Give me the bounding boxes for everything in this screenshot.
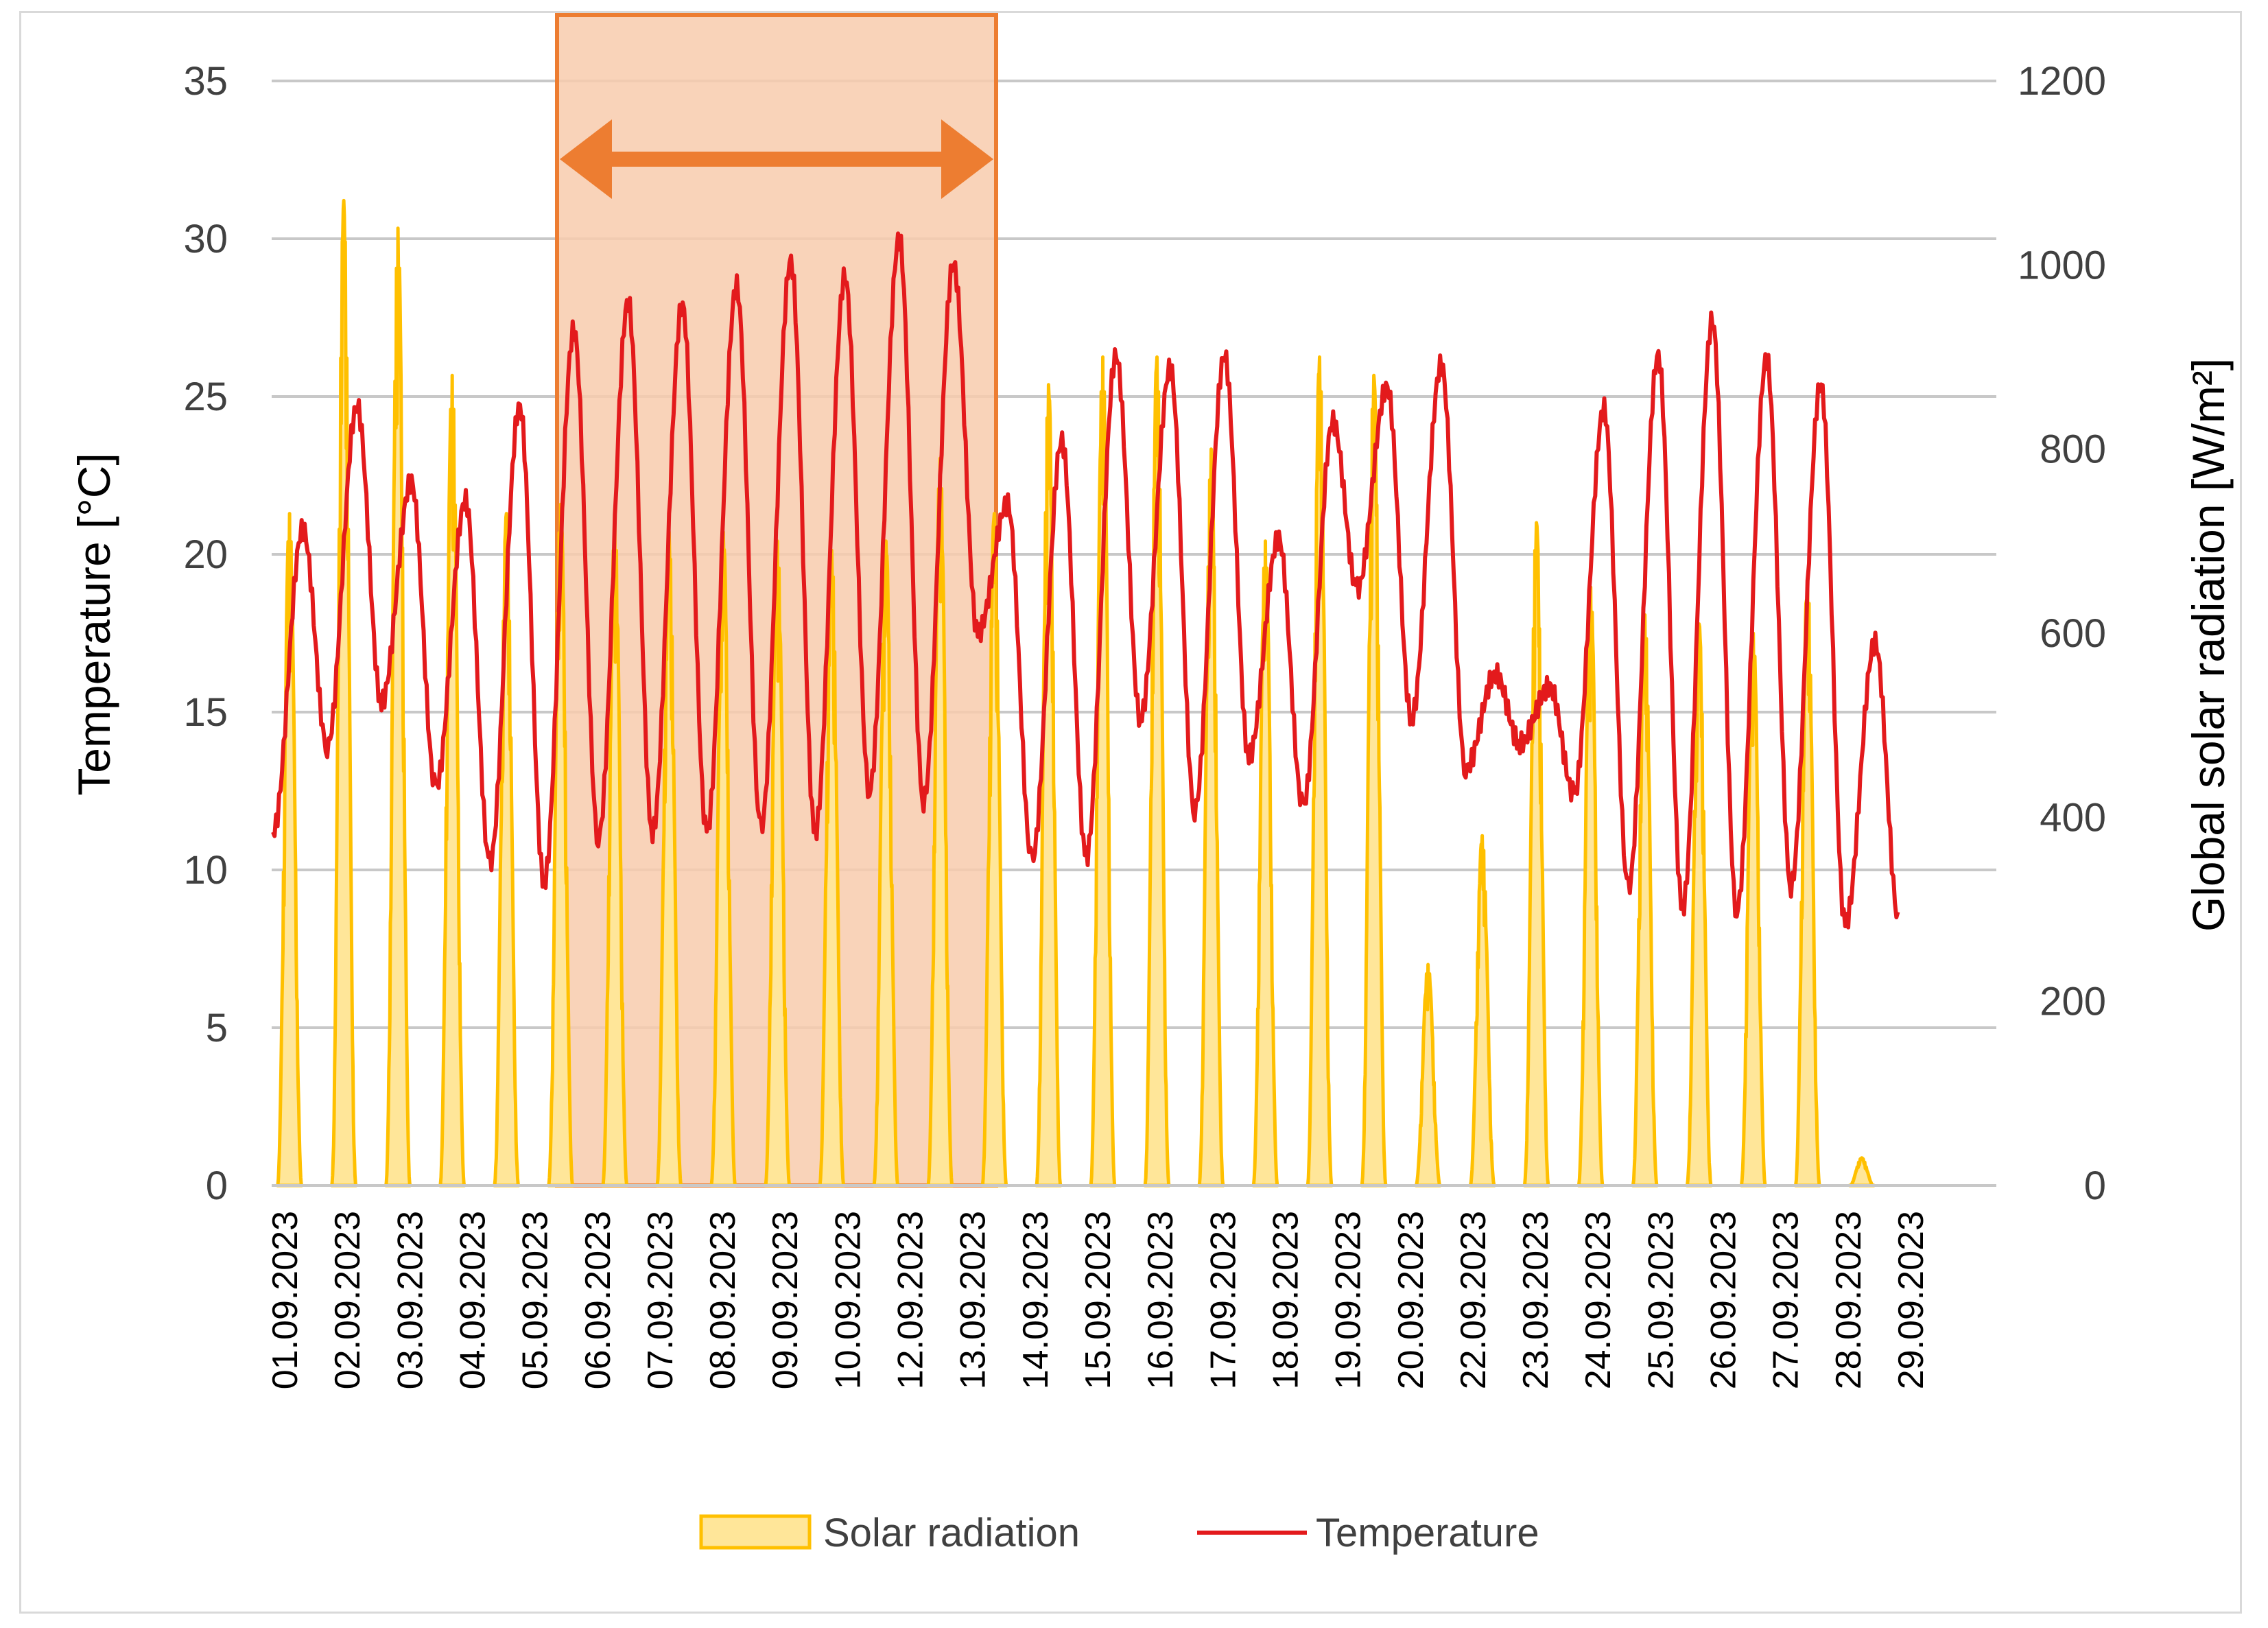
solar-day-2 (329, 198, 358, 1188)
solar-day-1 (275, 512, 304, 1188)
x-tick-26.09.2023: 26.09.2023 (1704, 1211, 1744, 1389)
y-right-tick-400: 400 (2040, 795, 2106, 840)
chart-frame (19, 11, 2242, 1614)
x-tick-13.09.2023: 13.09.2023 (954, 1211, 993, 1389)
solar-day-12 (872, 539, 900, 1188)
x-tick-01.09.2023: 01.09.2023 (265, 1211, 305, 1389)
solar-day-3 (383, 226, 412, 1188)
x-tick-20.09.2023: 20.09.2023 (1391, 1211, 1431, 1389)
solar-day-19 (1251, 539, 1279, 1188)
solar-day-5 (492, 512, 521, 1188)
x-tick-16.09.2023: 16.09.2023 (1141, 1211, 1181, 1389)
x-tick-10.09.2023: 10.09.2023 (828, 1211, 868, 1389)
solar-day-24 (1522, 521, 1550, 1188)
solar-day-22 (1414, 963, 1442, 1188)
temperature-line (271, 231, 1900, 930)
solar-day-10 (764, 539, 792, 1188)
y-left-tick-10: 10 (183, 848, 228, 893)
solar-day-14 (980, 512, 1008, 1188)
x-tick-06.09.2023: 06.09.2023 (578, 1211, 618, 1389)
y-right-tick-200: 200 (2040, 980, 2106, 1024)
x-axis-ticks: 01.09.2023 02.09.2023 03.09.2023 04.09.2023… (265, 1211, 1931, 1389)
x-tick-18.09.2023: 18.09.2023 (1266, 1211, 1306, 1389)
solar-day-27 (1685, 622, 1713, 1188)
x-tick-19.09.2023: 19.09.2023 (1329, 1211, 1369, 1389)
y-right-tick-1200: 1200 (2018, 59, 2106, 104)
solar-day-28 (1739, 631, 1767, 1188)
solar-day-17 (1143, 355, 1171, 1188)
x-tick-02.09.2023: 02.09.2023 (328, 1211, 368, 1389)
x-tick-24.09.2023: 24.09.2023 (1579, 1211, 1618, 1389)
x-tick-23.09.2023: 23.09.2023 (1516, 1211, 1556, 1389)
left-axis-ticks: 0 5 10 15 20 25 30 35 (183, 59, 228, 1208)
x-tick-22.09.2023: 22.09.2023 (1454, 1211, 1493, 1389)
solar-radiation-series (275, 198, 1876, 1188)
right-axis-ticks: 0 200 400 600 800 1000 1200 (2018, 59, 2106, 1208)
solar-day-15 (1035, 383, 1063, 1188)
solar-day-20 (1306, 355, 1334, 1188)
solar-day-26 (1631, 613, 1659, 1188)
x-tick-28.09.2023: 28.09.2023 (1829, 1211, 1869, 1389)
solar-day-29 (1793, 576, 1821, 1188)
x-tick-07.09.2023: 07.09.2023 (641, 1211, 681, 1389)
y-right-axis-title: Global solar radiation [W/m²] (2183, 358, 2234, 932)
y-left-tick-5: 5 (206, 1006, 228, 1050)
highlight-arrow-right-head (941, 119, 993, 199)
solar-day-4 (438, 373, 466, 1188)
x-tick-04.09.2023: 04.09.2023 (453, 1211, 493, 1389)
y-left-tick-0: 0 (206, 1164, 228, 1208)
y-right-tick-800: 800 (2040, 427, 2106, 472)
x-tick-25.09.2023: 25.09.2023 (1641, 1211, 1681, 1389)
y-right-tick-0: 0 (2084, 1164, 2106, 1208)
y-left-tick-15: 15 (183, 690, 228, 735)
temperature-series (271, 231, 1900, 930)
legend-solar-swatch (699, 1514, 812, 1550)
y-right-tick-600: 600 (2040, 611, 2106, 656)
y-right-tick-1000: 1000 (2018, 243, 2106, 287)
y-left-tick-25: 25 (183, 375, 228, 419)
legend-solar-label: Solar radiation (823, 1511, 1080, 1555)
x-tick-14.09.2023: 14.09.2023 (1016, 1211, 1056, 1389)
x-tick-15.09.2023: 15.09.2023 (1078, 1211, 1118, 1389)
solar-day-7 (601, 521, 629, 1188)
y-left-axis-title: Temperature [°C] (69, 453, 119, 796)
solar-day-21 (1360, 373, 1388, 1188)
legend: Solar radiation Temperature (699, 1511, 1539, 1555)
x-tick-27.09.2023: 27.09.2023 (1767, 1211, 1806, 1389)
y-left-tick-30: 30 (183, 217, 228, 261)
solar-day-18 (1197, 447, 1225, 1188)
solar-day-16 (1089, 355, 1117, 1188)
x-tick-03.09.2023: 03.09.2023 (390, 1211, 430, 1389)
y-left-tick-35: 35 (183, 59, 228, 104)
x-tick-12.09.2023: 12.09.2023 (891, 1211, 931, 1389)
x-tick-05.09.2023: 05.09.2023 (516, 1211, 556, 1389)
x-tick-08.09.2023: 08.09.2023 (703, 1211, 743, 1389)
x-tick-09.09.2023: 09.09.2023 (766, 1211, 805, 1389)
y-left-tick-20: 20 (183, 532, 228, 577)
x-tick-17.09.2023: 17.09.2023 (1203, 1211, 1243, 1389)
solar-day-11 (818, 548, 846, 1188)
x-tick-29.09.2023: 29.09.2023 (1891, 1211, 1931, 1389)
legend-temperature-label: Temperature (1316, 1511, 1539, 1555)
solar-day-25 (1576, 585, 1605, 1188)
solar-day-23 (1468, 834, 1496, 1188)
solar-day-30 (1847, 1156, 1876, 1188)
highlight-arrow-left-head (560, 119, 612, 199)
